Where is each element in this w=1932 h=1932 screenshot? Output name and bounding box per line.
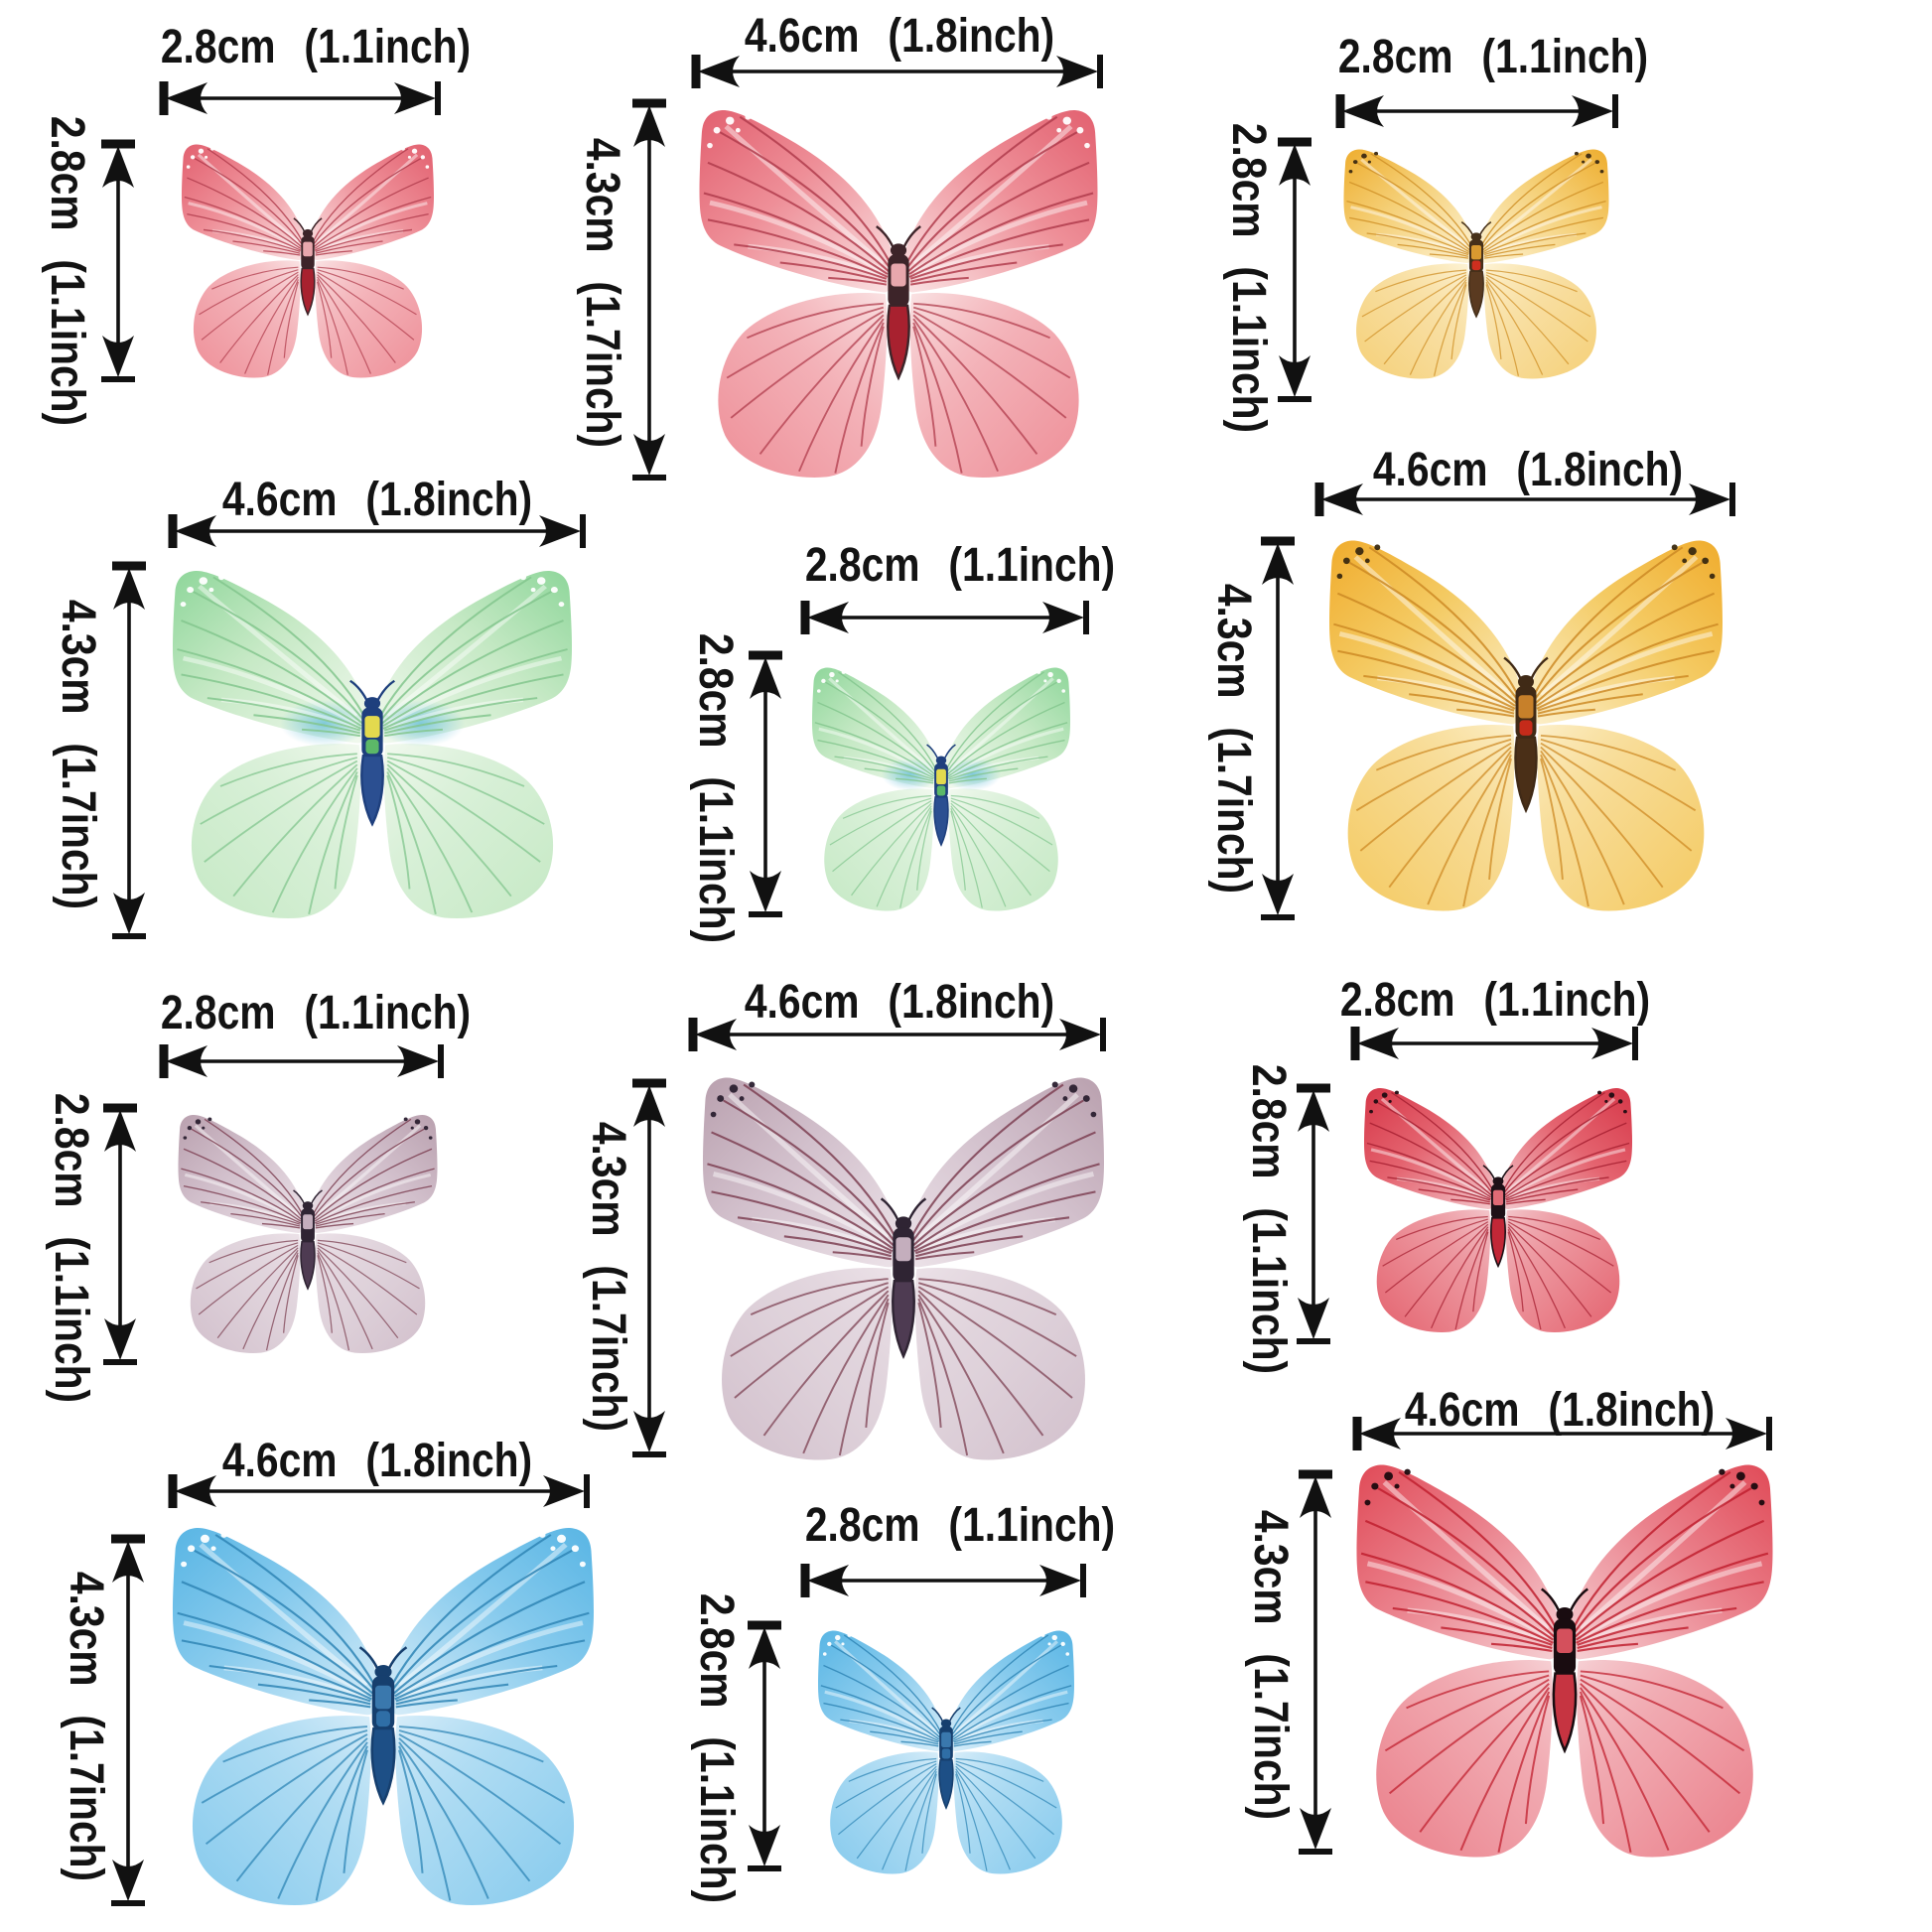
svg-text:2.8cm(1.1inch): 2.8cm(1.1inch) [1340, 974, 1650, 1027]
svg-text:4.3cm(1.7inch): 4.3cm(1.7inch) [1207, 584, 1260, 894]
svg-text:4.3cm(1.7inch): 4.3cm(1.7inch) [582, 1122, 634, 1432]
svg-text:4.6cm(1.8inch): 4.6cm (1.8inch) [1373, 444, 1683, 496]
svg-text:4.6cm(1.8inch): 4.6cm (1.8inch) [1405, 1384, 1715, 1437]
svg-text:2.8cm(1.1inch): 2.8cm(1.1inch) [1222, 123, 1275, 433]
svg-text:2.8cm(1.1inch): 2.8cm(1.1inch) [805, 539, 1115, 592]
svg-text:2.8cm(1.1inch): 2.8cm(1.1inch) [805, 1499, 1115, 1552]
svg-text:4.6cm(1.8inch): 4.6cm (1.8inch) [745, 10, 1054, 63]
svg-text:2.8cm(1.1inch): 2.8cm(1.1inch) [690, 1593, 743, 1903]
svg-text:2.8cm(1.1inch): 2.8cm(1.1inch) [161, 21, 471, 73]
svg-text:4.3cm(1.7inch): 4.3cm(1.7inch) [60, 1572, 112, 1881]
svg-text:2.8cm(1.1inch): 2.8cm(1.1inch) [1242, 1064, 1295, 1374]
svg-text:2.8cm(1.1inch): 2.8cm(1.1inch) [45, 1093, 97, 1403]
svg-text:4.6cm(1.8inch): 4.6cm (1.8inch) [222, 1435, 532, 1487]
svg-text:4.6cm(1.8inch): 4.6cm (1.8inch) [745, 976, 1054, 1029]
svg-text:4.3cm(1.7inch): 4.3cm(1.7inch) [52, 600, 104, 909]
svg-text:4.3cm(1.7inch): 4.3cm(1.7inch) [1244, 1510, 1297, 1820]
svg-text:4.3cm(1.7inch): 4.3cm(1.7inch) [576, 138, 628, 448]
svg-text:4.6cm(1.8inch): 4.6cm (1.8inch) [222, 474, 532, 526]
svg-text:2.8cm(1.1inch): 2.8cm(1.1inch) [161, 987, 471, 1039]
svg-text:2.8cm(1.1inch): 2.8cm(1.1inch) [689, 633, 742, 943]
svg-text:2.8cm(1.1inch): 2.8cm(1.1inch) [1338, 31, 1648, 83]
svg-text:2.8cm(1.1inch): 2.8cm(1.1inch) [41, 116, 93, 426]
